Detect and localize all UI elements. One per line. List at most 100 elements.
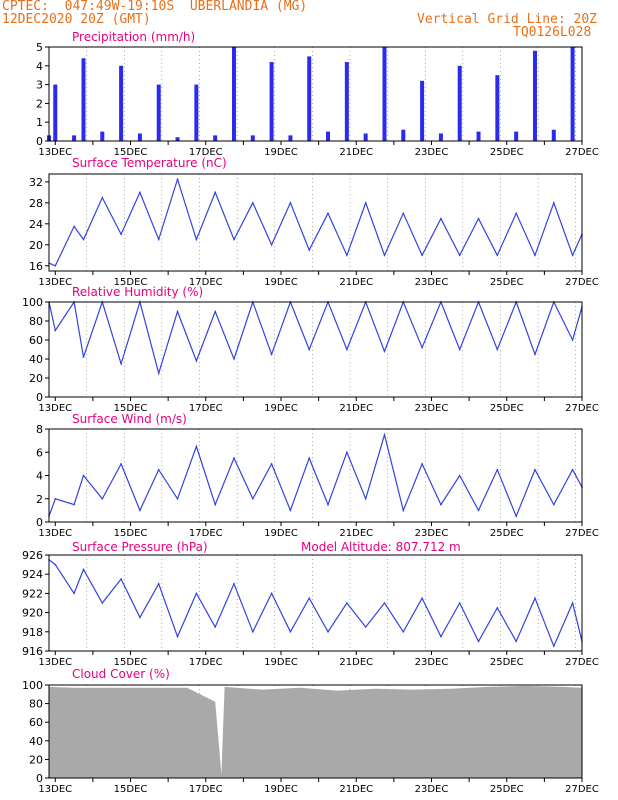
data-point <box>383 434 386 436</box>
data-point <box>346 602 348 604</box>
x-tick-label: 19DEC <box>264 657 298 668</box>
data-point <box>270 243 273 246</box>
data-point <box>157 372 160 375</box>
y-tick-label: 0 <box>36 516 43 529</box>
y-tick-label: 3 <box>36 79 43 92</box>
data-point <box>214 503 216 506</box>
x-tick-label: 13DEC <box>38 277 72 288</box>
data-point <box>571 339 574 341</box>
x-tick-label: 23DEC <box>415 147 449 158</box>
precip-bar <box>175 137 180 141</box>
precip-bar <box>495 75 500 141</box>
series-line <box>48 299 583 376</box>
data-point <box>54 497 57 500</box>
chart-header: CPTEC: 047:49W-19:10S UBERLANDIA (MG) 12… <box>0 0 618 40</box>
y-tick-label: 926 <box>22 549 43 562</box>
data-point <box>346 451 348 454</box>
y-tick-label: 80 <box>29 698 43 711</box>
y-tick-label: 80 <box>29 315 43 328</box>
data-point <box>101 602 104 604</box>
data-point <box>82 356 85 358</box>
data-point <box>458 348 461 351</box>
y-tick-label: 1 <box>36 116 43 129</box>
data-point <box>214 310 216 313</box>
precip-bar <box>457 65 462 141</box>
x-tick-label: 23DEC <box>415 403 449 414</box>
y-tick-label: 20 <box>29 372 43 385</box>
data-point <box>440 635 442 638</box>
precip-bar <box>401 129 406 141</box>
y-tick-label: 922 <box>22 587 43 600</box>
y-tick-label: 40 <box>29 735 43 748</box>
data-point <box>327 212 329 215</box>
data-point <box>120 233 122 236</box>
y-tick-label: 0 <box>36 391 43 404</box>
data-point <box>402 631 405 633</box>
data-point <box>421 463 423 465</box>
data-point <box>195 592 198 595</box>
x-tick-label: 21DEC <box>339 528 373 539</box>
data-point <box>82 238 85 241</box>
y-tick-label: 16 <box>29 260 43 273</box>
panel-frame <box>48 173 583 272</box>
panel-title: Surface Wind (m/s) <box>72 412 187 426</box>
y-tick-label: 924 <box>22 568 43 581</box>
y-tick-label: 4 <box>36 470 43 483</box>
x-tick-label: 19DEC <box>264 147 298 158</box>
x-tick-label: 13DEC <box>38 403 72 414</box>
panel-title: Surface Temperature (nC) <box>72 156 227 170</box>
data-point <box>176 178 179 181</box>
data-point <box>515 515 517 517</box>
y-tick-label: 24 <box>29 218 43 231</box>
data-point <box>383 350 386 353</box>
data-point <box>120 463 122 465</box>
precip-bar <box>476 131 481 141</box>
x-tick-label: 25DEC <box>490 528 524 539</box>
y-tick-label: 6 <box>36 446 43 459</box>
panel-title: Surface Pressure (hPa) <box>72 540 208 554</box>
data-point <box>73 592 75 595</box>
x-tick-label: 23DEC <box>415 528 449 539</box>
data-point <box>270 353 273 356</box>
x-tick-label: 19DEC <box>264 403 298 414</box>
station-info: CPTEC: 047:49W-19:10S UBERLANDIA (MG) <box>2 0 308 14</box>
data-point <box>195 238 198 241</box>
data-point <box>383 602 386 604</box>
data-point <box>120 362 122 365</box>
data-point <box>157 238 160 241</box>
x-tick-label: 27DEC <box>565 277 599 288</box>
data-point <box>157 468 160 471</box>
y-tick-label: 8 <box>36 423 43 436</box>
data-point <box>477 640 480 643</box>
y-tick-label: 60 <box>29 334 43 347</box>
data-point <box>176 310 179 313</box>
panel-title: Cloud Cover (%) <box>72 667 170 681</box>
data-point <box>364 202 367 204</box>
data-point <box>233 238 235 241</box>
data-point <box>289 509 292 512</box>
data-point <box>534 597 536 599</box>
precip-bar <box>156 84 161 141</box>
x-tick-label: 19DEC <box>264 277 298 288</box>
data-point <box>496 254 499 257</box>
panel-frame <box>48 684 583 779</box>
y-tick-label: 916 <box>22 645 43 658</box>
x-tick-label: 17DEC <box>189 657 223 668</box>
y-tick-label: 4 <box>36 60 43 73</box>
precip-bar <box>72 135 77 141</box>
x-tick-label: 25DEC <box>490 277 524 288</box>
data-point <box>496 348 499 351</box>
vertical-grid-line-note: Vertical Grid Line: 20Z <box>417 12 598 27</box>
x-tick-label: 21DEC <box>339 784 373 795</box>
y-tick-label: 32 <box>29 176 43 189</box>
x-tick-label: 15DEC <box>114 784 148 795</box>
data-point <box>195 360 198 362</box>
data-point <box>364 626 367 628</box>
x-tick-label: 19DEC <box>264 528 298 539</box>
precip-bar <box>532 50 537 142</box>
data-point <box>270 463 273 465</box>
x-tick-label: 17DEC <box>189 784 223 795</box>
data-point <box>73 225 75 228</box>
data-point <box>120 578 122 580</box>
